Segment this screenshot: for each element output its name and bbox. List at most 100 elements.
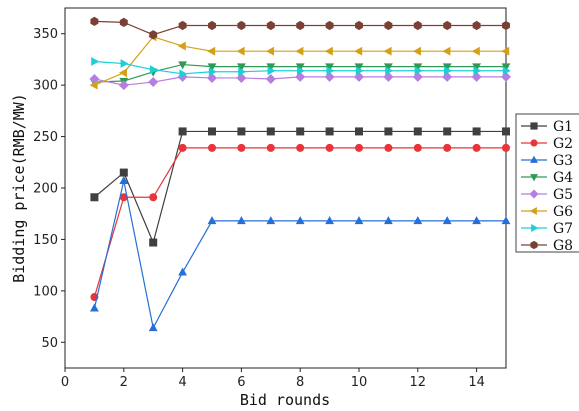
data-point-g3 xyxy=(384,216,393,225)
legend-marker xyxy=(530,174,538,182)
data-point-g7 xyxy=(179,69,188,79)
data-point-g1 xyxy=(413,127,422,136)
data-point-g7 xyxy=(297,66,305,76)
data-point-g5 xyxy=(118,80,129,91)
data-point-g3 xyxy=(501,216,511,225)
data-point-g7 xyxy=(414,66,423,76)
data-point-g8 xyxy=(443,20,452,31)
series-g3 xyxy=(90,176,511,332)
x-tick-label: 6 xyxy=(237,375,245,390)
data-point-g2 xyxy=(472,143,481,152)
data-point-g3 xyxy=(148,323,158,332)
data-point-g4 xyxy=(295,63,305,72)
data-point-g2 xyxy=(502,143,510,152)
data-point-g2 xyxy=(266,143,275,152)
data-point-g1 xyxy=(472,127,481,136)
data-point-g4 xyxy=(413,63,423,72)
data-point-g1 xyxy=(208,127,216,136)
data-point-g5 xyxy=(207,72,217,83)
legend-marker xyxy=(531,224,539,232)
data-point-g1 xyxy=(266,127,275,136)
data-point-g2 xyxy=(384,143,393,152)
y-tick-label: 200 xyxy=(33,182,58,197)
data-point-g7 xyxy=(326,66,335,76)
data-point-g5 xyxy=(324,71,335,82)
data-point-g3 xyxy=(178,267,187,276)
data-point-g8 xyxy=(355,20,363,31)
x-axis: 0 2 4 6 8 10 12 14 xyxy=(61,368,485,390)
data-point-g4 xyxy=(472,63,481,72)
data-point-g3 xyxy=(413,216,423,225)
data-point-g4 xyxy=(354,63,364,72)
data-point-g8 xyxy=(119,17,128,27)
data-point-g1 xyxy=(90,193,99,202)
legend-marker xyxy=(529,189,539,199)
data-point-g5 xyxy=(295,71,306,82)
legend-item-g1: G1 xyxy=(521,119,573,135)
data-point-g2 xyxy=(296,143,305,152)
data-point-g2 xyxy=(413,143,422,152)
data-point-g1 xyxy=(119,168,128,177)
data-point-g8 xyxy=(90,16,99,26)
data-point-g4 xyxy=(325,63,334,72)
data-point-g5 xyxy=(265,73,276,84)
y-tick-label: 250 xyxy=(33,130,58,145)
data-point-g6 xyxy=(324,46,333,56)
data-point-g3 xyxy=(237,216,246,225)
x-tick-label: 14 xyxy=(468,375,485,390)
series-g1 xyxy=(90,127,510,247)
y-tick-label: 50 xyxy=(41,336,58,351)
data-point-g4 xyxy=(384,63,393,72)
data-point-g3 xyxy=(354,216,364,225)
y-tick-label: 350 xyxy=(33,27,58,42)
legend-label: G7 xyxy=(553,221,573,237)
legend-label: G1 xyxy=(553,119,573,135)
data-point-g4 xyxy=(237,63,246,72)
data-point-g1 xyxy=(178,127,187,136)
y-tick-label: 150 xyxy=(33,233,58,248)
data-point-g3 xyxy=(119,176,129,184)
data-point-g3 xyxy=(266,216,276,225)
series-g2 xyxy=(90,143,510,302)
data-point-g2 xyxy=(355,143,363,152)
data-point-g2 xyxy=(178,143,187,152)
data-point-g5 xyxy=(442,71,453,82)
data-point-g3 xyxy=(472,216,481,225)
data-point-g1 xyxy=(296,127,305,136)
data-point-g4 xyxy=(178,61,187,70)
data-point-g6 xyxy=(119,68,127,78)
y-tick-label: 300 xyxy=(33,79,58,94)
legend-item-g2: G2 xyxy=(521,136,573,152)
legend-item-g4: G4 xyxy=(521,170,573,186)
data-point-g4 xyxy=(501,63,511,72)
x-axis-title: Bid rounds xyxy=(240,391,330,409)
data-point-g6 xyxy=(413,46,421,56)
data-point-g1 xyxy=(443,127,452,136)
data-point-g6 xyxy=(501,46,510,56)
data-point-g3 xyxy=(295,216,305,225)
legend-label: G3 xyxy=(553,153,573,169)
data-point-g5 xyxy=(471,71,482,82)
data-point-g7 xyxy=(502,66,511,76)
data-point-g3 xyxy=(90,303,99,312)
series-g7 xyxy=(91,57,511,79)
legend-marker xyxy=(530,155,538,163)
legend-item-g3: G3 xyxy=(521,153,573,169)
data-point-g6 xyxy=(471,46,480,56)
y-axis-title: Bidding price(RMB/MW) xyxy=(10,93,28,283)
data-point-g8 xyxy=(149,30,158,40)
data-point-g6 xyxy=(442,46,451,56)
data-point-g8 xyxy=(325,20,334,31)
data-point-g7 xyxy=(120,59,129,68)
data-point-g8 xyxy=(296,20,305,31)
series-line-g3 xyxy=(93,180,506,330)
data-point-g6 xyxy=(177,41,186,51)
legend-marker xyxy=(529,207,537,215)
x-tick-label: 8 xyxy=(296,375,304,390)
data-point-g5 xyxy=(148,77,159,88)
legend-box xyxy=(515,113,579,253)
x-tick-label: 12 xyxy=(410,375,427,390)
data-point-g4 xyxy=(442,63,452,72)
legend-label: G8 xyxy=(553,238,573,254)
